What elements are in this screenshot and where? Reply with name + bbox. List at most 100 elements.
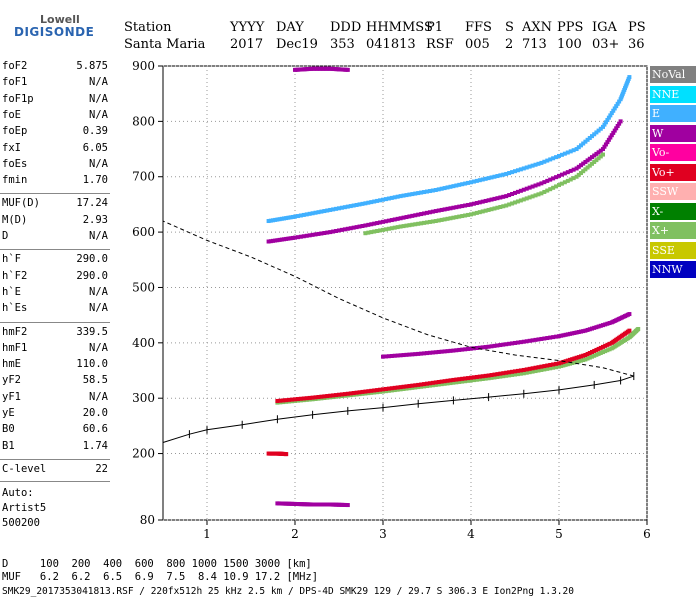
param-key: foF1 (2, 76, 28, 89)
trace-point (596, 128, 601, 133)
trace-point (351, 225, 356, 230)
trace-point (410, 383, 415, 388)
trace-point (576, 164, 581, 169)
param-row: foE N/A (2, 109, 108, 123)
trace-point (395, 216, 400, 221)
legend-item-noval: NoVal (650, 66, 696, 83)
trace-point (498, 371, 503, 376)
trace-point (483, 345, 488, 350)
trace-point (383, 354, 388, 359)
trace-point (474, 201, 479, 206)
trace-point (268, 239, 273, 244)
trace-point (466, 376, 471, 381)
trace-point (334, 228, 339, 233)
param-key: h`E (2, 285, 21, 298)
trace-point (474, 210, 479, 215)
trace-point (536, 182, 541, 187)
trace-point (576, 145, 581, 150)
trace-point (281, 398, 286, 403)
trace-point (612, 106, 617, 111)
trace-point (477, 178, 482, 183)
trace-point (430, 350, 435, 355)
trace-point (345, 226, 350, 231)
trace-point (307, 233, 312, 238)
param-key: hmF2 (2, 325, 28, 338)
trace-point (510, 369, 515, 374)
trace-point (366, 222, 371, 227)
trace-point (395, 194, 400, 199)
trace-point (348, 226, 353, 231)
trace-point (337, 392, 341, 397)
trace-point (601, 152, 605, 157)
profile-upper-line (162, 220, 634, 377)
param-value: N/A (89, 230, 108, 242)
trace-point (389, 386, 394, 391)
trace-point (445, 206, 450, 211)
trace-point (298, 396, 303, 401)
trace-point (483, 373, 488, 378)
trace-point (339, 392, 344, 397)
trace-point (389, 195, 394, 200)
trace-point (572, 356, 577, 361)
trace-point (345, 204, 350, 209)
trace-point (295, 397, 300, 402)
trace-point (442, 379, 447, 384)
y-tick-label: 300 (132, 391, 155, 405)
trace-point (442, 217, 447, 222)
trace-point (495, 343, 500, 348)
trace-point (425, 189, 429, 194)
trace-point (389, 218, 394, 223)
footer-d-line: D 100 200 400 600 800 1000 1500 3000 [km… (2, 558, 312, 570)
trace-point (375, 198, 380, 203)
param-key: hmF1 (2, 341, 28, 354)
trace-point (293, 214, 297, 219)
trace-point (603, 349, 608, 354)
trace-point (527, 338, 532, 343)
trace-point (539, 367, 544, 372)
trace-point (554, 184, 559, 189)
param-row: C-level 22 (2, 463, 108, 477)
trace-point (416, 191, 421, 196)
param-row: h`F2 290.0 (2, 270, 108, 284)
trace-point (407, 223, 412, 228)
trace-point (266, 239, 271, 244)
legend-item-nnw: NNW (650, 261, 696, 278)
trace-point (571, 176, 576, 181)
trace-point (585, 137, 590, 142)
trace-point (587, 135, 592, 140)
trace-point (284, 398, 289, 403)
trace-point (480, 177, 485, 182)
trace-point (469, 180, 473, 185)
trace-point (596, 150, 601, 155)
trace-point (469, 346, 473, 351)
trace-point (474, 374, 479, 379)
param-row: hmE 110.0 (2, 358, 108, 372)
trace-point (316, 231, 321, 236)
trace-point (404, 223, 409, 228)
trace-point (536, 192, 541, 197)
trace-point (287, 397, 292, 402)
trace-point (513, 190, 517, 195)
trace-point (598, 345, 603, 350)
header-value: RSF (426, 37, 454, 52)
trace-point (369, 390, 374, 395)
trace-point (559, 360, 564, 365)
trace-point (316, 210, 321, 215)
trace-point (436, 380, 441, 385)
auto-line: Artist5 (2, 502, 47, 515)
trace-point (486, 376, 491, 381)
trace-point (331, 207, 336, 212)
trace-point (457, 204, 462, 209)
auto-line: 500200 (2, 517, 40, 530)
trace-point (495, 375, 500, 380)
trace-point (425, 351, 429, 356)
param-value: 20.0 (82, 407, 108, 419)
trace-point (471, 375, 476, 380)
trace-point (594, 151, 599, 156)
trace-point (277, 217, 282, 222)
trace-point (386, 218, 391, 223)
param-key: h`F2 (2, 269, 28, 282)
trace-point (457, 214, 462, 219)
trace-point (510, 341, 515, 346)
trace-point (477, 377, 482, 382)
